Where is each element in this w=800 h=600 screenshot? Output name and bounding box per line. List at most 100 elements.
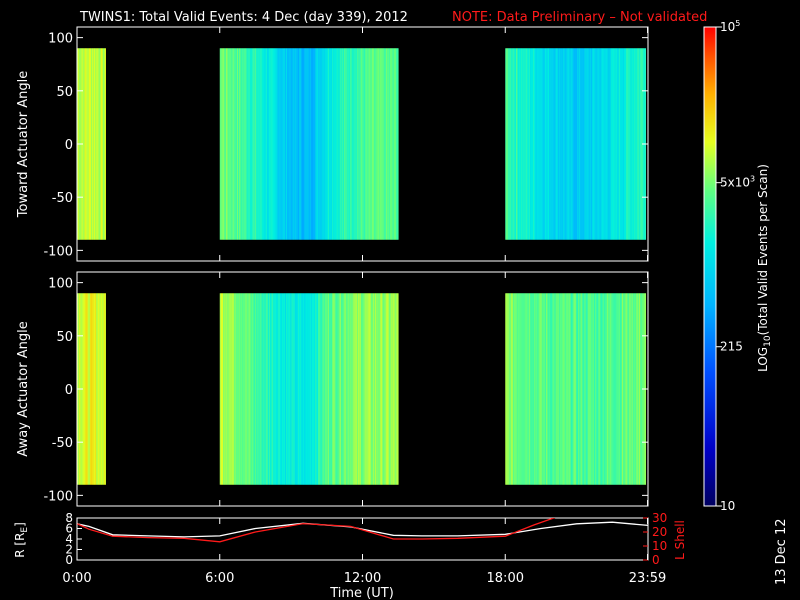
heatmap-column — [506, 48, 508, 240]
heatmap-column — [377, 48, 379, 240]
heatmap-column — [627, 48, 629, 240]
heatmap-column — [267, 293, 270, 485]
heatmap-column — [231, 293, 233, 485]
heatmap-column — [569, 48, 571, 240]
heatmap-column — [542, 293, 545, 485]
heatmap-column — [598, 48, 600, 240]
heatmap-column — [293, 48, 296, 240]
heatmap-column — [93, 48, 95, 240]
heatmap-column — [519, 48, 521, 240]
heatmap-column — [370, 293, 373, 485]
heatmap-column — [508, 293, 510, 485]
heatmap-column — [613, 293, 615, 485]
heatmap-column — [621, 48, 624, 240]
heatmap-column — [533, 48, 535, 240]
heatmap-column — [580, 293, 582, 485]
y-tick-label: 0 — [65, 383, 73, 398]
heatmap-column — [606, 48, 609, 240]
heatmap-column — [509, 293, 512, 485]
heatmap-column — [599, 293, 601, 485]
heatmap-column — [332, 48, 334, 240]
heatmap-column — [295, 293, 298, 485]
heatmap-column — [521, 48, 523, 240]
y2-tick-label: 10 — [652, 539, 667, 553]
heatmap-column — [103, 293, 106, 485]
heatmap-column — [360, 293, 362, 485]
heatmap-column — [255, 48, 257, 240]
heatmap-column — [544, 293, 547, 485]
heatmap-column — [563, 293, 565, 485]
heatmap-column — [233, 293, 236, 485]
heatmap-column — [384, 293, 387, 485]
heatmap-column — [298, 293, 301, 485]
heatmap-column — [236, 48, 239, 240]
heatmap-column — [535, 48, 537, 240]
heatmap-column — [559, 293, 562, 485]
heatmap-column — [239, 293, 241, 485]
heatmap-column — [229, 48, 231, 240]
heatmap-column — [267, 48, 270, 240]
heatmap-column — [308, 293, 311, 485]
heatmap-column — [583, 48, 585, 240]
heatmap-column — [619, 293, 622, 485]
heatmap-column — [389, 293, 392, 485]
heatmap-column — [615, 293, 617, 485]
heatmap-column — [281, 48, 284, 240]
heatmap-column — [394, 293, 396, 485]
heatmap-column — [265, 48, 268, 240]
heatmap-column — [239, 48, 241, 240]
heatmap-column — [372, 293, 375, 485]
heatmap-column — [323, 293, 326, 485]
heatmap-column — [268, 48, 271, 240]
colorbar-tick-label: 10 — [720, 499, 735, 513]
heatmap-column — [554, 293, 556, 485]
heatmap-column — [235, 293, 238, 485]
orbit-y2-label: L Shell — [673, 520, 687, 560]
heatmap-column — [277, 48, 280, 240]
heatmap-column — [348, 48, 350, 240]
heatmap-column — [578, 293, 580, 485]
heatmap-column — [224, 293, 226, 485]
heatmap-column — [561, 293, 564, 485]
heatmap-column — [251, 293, 254, 485]
heatmap-column — [282, 293, 285, 485]
heatmap-column — [228, 293, 230, 485]
heatmap-column — [615, 48, 617, 240]
heatmap-column — [102, 293, 105, 485]
heatmap-column — [569, 293, 571, 485]
heatmap-column — [101, 48, 104, 240]
heatmap-column — [244, 293, 246, 485]
heatmap-column — [384, 48, 387, 240]
heatmap-column — [251, 48, 254, 240]
heatmap-column — [85, 293, 88, 485]
heatmap-column — [523, 48, 525, 240]
heatmap-column — [545, 293, 548, 485]
heatmap-column — [237, 48, 240, 240]
y-tick-label: 4 — [65, 532, 73, 546]
heatmap-column — [311, 293, 314, 485]
heatmap-column — [599, 48, 601, 240]
away-y-ticks: 100 50 0 -50 -100 — [43, 277, 648, 504]
colorbar-tick-label: 105 — [720, 19, 740, 34]
heatmap-column — [584, 293, 586, 485]
heatmap-column — [91, 48, 94, 240]
x-tick-label: 6:00 — [205, 571, 234, 586]
heatmap-column — [513, 293, 516, 485]
heatmap-column — [507, 293, 509, 485]
heatmap-column — [345, 293, 347, 485]
orbit-lines — [77, 518, 648, 543]
heatmap-column — [602, 293, 605, 485]
l-shell-line — [77, 518, 556, 543]
heatmap-column — [520, 48, 522, 240]
heatmap-column — [525, 293, 528, 485]
heatmap-column — [333, 48, 335, 240]
heatmap-column — [89, 48, 92, 240]
y-tick-label: 100 — [48, 32, 73, 47]
heatmap-column — [518, 293, 520, 485]
heatmap-column — [600, 293, 603, 485]
heatmap-column — [581, 293, 583, 485]
heatmap-column — [514, 293, 517, 485]
heatmap-column — [609, 48, 611, 240]
y-tick-label: 0 — [65, 553, 73, 567]
